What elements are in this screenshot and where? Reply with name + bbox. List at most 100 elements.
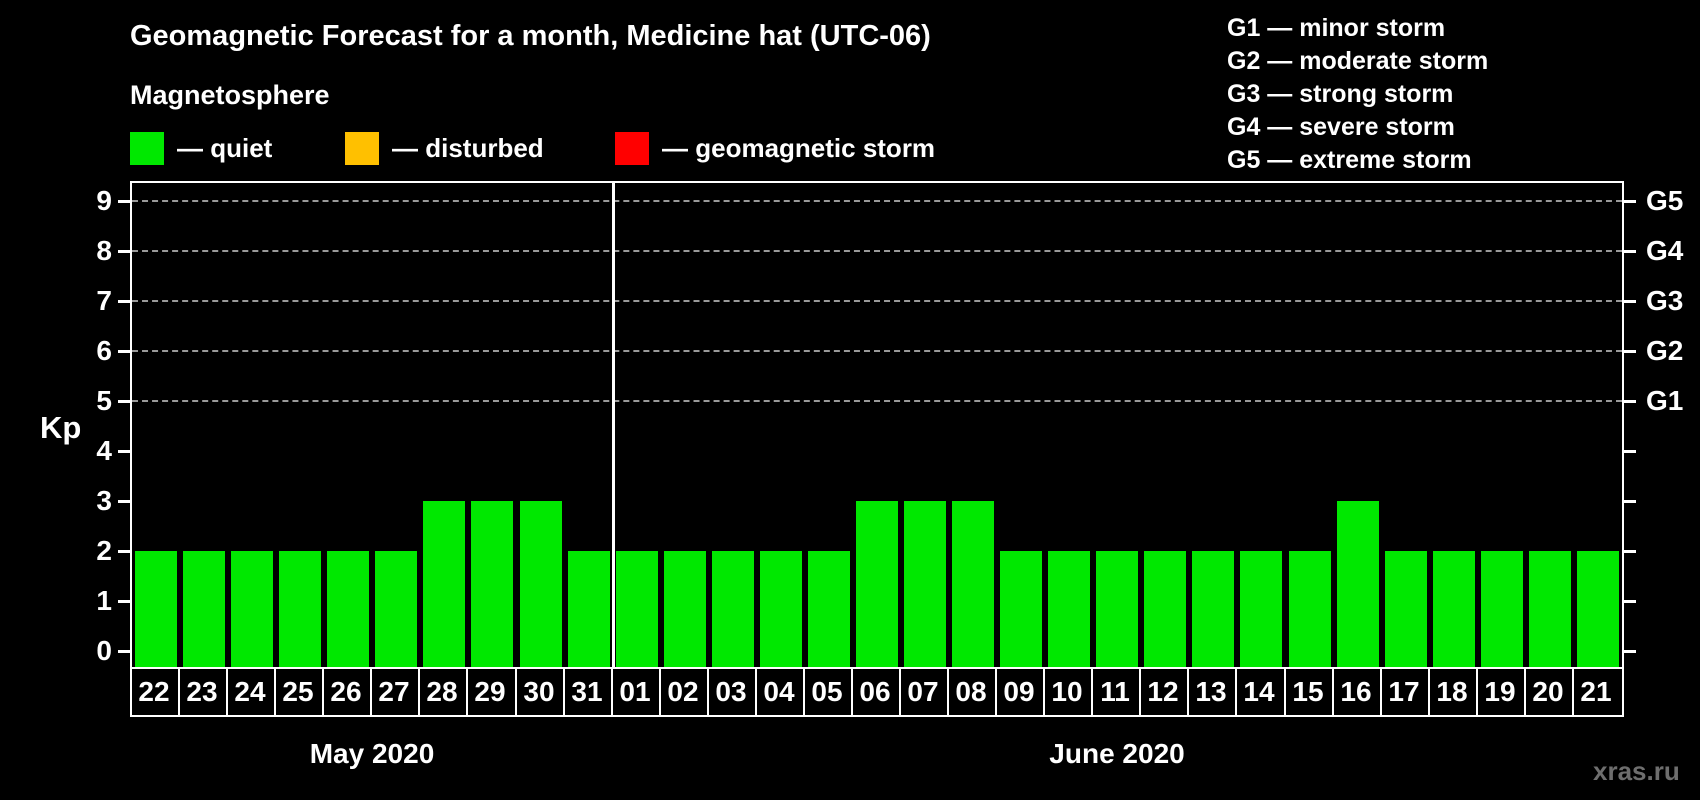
kp-bar — [471, 501, 513, 667]
day-cell-divider — [851, 669, 853, 715]
y-axis-tick-right — [1623, 550, 1636, 553]
kp-bar — [664, 551, 706, 667]
day-cell-divider — [611, 669, 613, 715]
y-axis-tick-right — [1623, 300, 1636, 303]
kp-bar — [1048, 551, 1090, 667]
day-cell-label: 31 — [571, 676, 603, 707]
y-axis-tick-label: 2 — [96, 535, 112, 566]
kp-bar — [1240, 551, 1282, 667]
day-cell-divider — [322, 669, 324, 715]
kp-bar — [1433, 551, 1475, 667]
day-cell-divider — [1572, 669, 1574, 715]
y-axis-tick-label: 0 — [96, 635, 112, 666]
day-cell-label: 05 — [811, 676, 843, 707]
kp-bar — [1144, 551, 1186, 667]
day-cell-label: 20 — [1532, 676, 1564, 707]
y-axis-tick-left — [118, 400, 131, 403]
kp-gridline — [132, 200, 1622, 202]
y-axis-tick-label: 1 — [96, 585, 112, 616]
legend-label-storm: — geomagnetic storm — [662, 133, 936, 163]
legend-item-quiet: — quiet — [130, 132, 272, 165]
g-axis-label: G3 — [1646, 285, 1684, 316]
kp-bar — [1385, 551, 1427, 667]
y-axis-tick-right — [1623, 200, 1636, 203]
day-cell-label: 13 — [1195, 676, 1227, 707]
day-cell-label: 22 — [138, 676, 170, 707]
kp-bar — [760, 551, 802, 667]
chart-title: Geomagnetic Forecast for a month, Medici… — [130, 20, 931, 52]
day-cell-label: 07 — [907, 676, 939, 707]
kp-gridline — [132, 250, 1622, 252]
kp-bar — [1577, 551, 1619, 667]
g-axis-label: G1 — [1646, 385, 1684, 416]
day-cell-label: 30 — [523, 676, 555, 707]
month-label: May 2020 — [309, 738, 435, 769]
y-axis-tick-label: 7 — [96, 285, 112, 316]
day-cell-divider — [1139, 669, 1141, 715]
storm-color-swatch — [615, 132, 649, 165]
kp-bar — [568, 551, 610, 667]
g-scale-legend-row: G5 — extreme storm — [1227, 146, 1472, 174]
month-separator-line — [612, 183, 615, 667]
g-axis-label: G5 — [1646, 185, 1684, 216]
g-scale-legend: G1 — minor storm G2 — moderate storm G3 … — [1227, 12, 1488, 177]
y-axis-tick-left — [118, 300, 131, 303]
disturbed-color-swatch — [345, 132, 379, 165]
day-cell-divider — [274, 669, 276, 715]
y-axis-tick-label: 5 — [96, 385, 112, 416]
day-cell-divider — [418, 669, 420, 715]
day-cell-divider — [1187, 669, 1189, 715]
g-axis-label: G2 — [1646, 335, 1684, 366]
g-scale-legend-row: G4 — severe storm — [1227, 113, 1455, 141]
day-cell-divider — [1380, 669, 1382, 715]
day-cell-label: 16 — [1340, 676, 1372, 707]
day-cell-label: 27 — [378, 676, 410, 707]
watermark: xras.ru — [1593, 756, 1680, 786]
day-cell-label: 17 — [1388, 676, 1420, 707]
day-cell-label: 02 — [667, 676, 699, 707]
day-cell-label: 08 — [955, 676, 987, 707]
day-cell-label: 24 — [234, 676, 266, 707]
kp-bar — [327, 551, 369, 667]
kp-bar — [231, 551, 273, 667]
kp-gridline — [132, 350, 1622, 352]
day-cell-divider — [1428, 669, 1430, 715]
g-scale-legend-row: G2 — moderate storm — [1227, 47, 1489, 75]
y-axis-tick-label: 3 — [96, 485, 112, 516]
day-cell-divider — [1235, 669, 1237, 715]
day-cell-label: 12 — [1147, 676, 1179, 707]
day-cell-divider — [563, 669, 565, 715]
day-cell-label: 21 — [1580, 676, 1612, 707]
legend-label-disturbed: — disturbed — [392, 133, 544, 163]
day-cell-divider — [370, 669, 372, 715]
day-cell-divider — [707, 669, 709, 715]
day-cell-label: 10 — [1051, 676, 1083, 707]
day-cell-label: 15 — [1292, 676, 1324, 707]
day-cell-divider — [1476, 669, 1478, 715]
y-axis-tick-left — [118, 600, 131, 603]
y-axis-tick-left — [118, 500, 131, 503]
day-cell-divider — [755, 669, 757, 715]
g-scale-legend-row: G1 — minor storm — [1227, 14, 1446, 42]
day-cell-label: 09 — [1003, 676, 1035, 707]
kp-bar — [808, 551, 850, 667]
plot-area — [130, 181, 1624, 669]
day-cell-label: 14 — [1243, 676, 1275, 707]
day-cell-label: 01 — [619, 676, 651, 707]
day-cell-divider — [1091, 669, 1093, 715]
kp-gridline — [132, 400, 1622, 402]
g-scale-legend-row: G3 — strong storm — [1227, 80, 1454, 108]
day-cell-divider — [466, 669, 468, 715]
magnetosphere-legend-title: Magnetosphere — [130, 80, 330, 110]
y-axis-tick-label: 8 — [96, 235, 112, 266]
y-axis-tick-left — [118, 250, 131, 253]
kp-bar — [904, 501, 946, 667]
y-axis-tick-right — [1623, 650, 1636, 653]
day-cell-divider — [1332, 669, 1334, 715]
day-cell-divider — [515, 669, 517, 715]
quiet-color-swatch — [130, 132, 164, 165]
day-cell-label: 06 — [859, 676, 891, 707]
y-axis-tick-right — [1623, 500, 1636, 503]
legend-item-storm: — geomagnetic storm — [615, 132, 935, 165]
day-cell-divider — [226, 669, 228, 715]
